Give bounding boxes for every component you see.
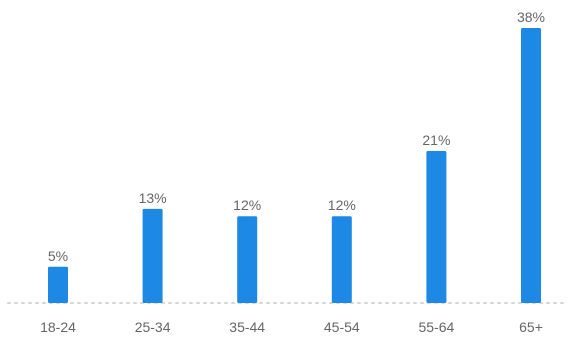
data-label-18-24: 5% bbox=[48, 248, 68, 264]
tick-label-25-34: 25-34 bbox=[135, 319, 171, 335]
x-axis-tick-labels: 18-24 25-34 35-44 45-54 55-64 65+ bbox=[40, 319, 543, 335]
bar-45-54 bbox=[331, 216, 352, 303]
bar-35-44 bbox=[237, 216, 258, 303]
data-labels: 5% 13% 12% 12% 21% 38% bbox=[48, 9, 545, 264]
data-label-65+: 38% bbox=[517, 9, 545, 25]
tick-label-65+: 65+ bbox=[519, 319, 543, 335]
data-label-45-54: 12% bbox=[328, 197, 356, 213]
tick-label-18-24: 18-24 bbox=[40, 319, 76, 335]
data-label-35-44: 12% bbox=[233, 197, 261, 213]
bar-18-24 bbox=[48, 266, 68, 303]
data-label-55-64: 21% bbox=[422, 132, 450, 148]
tick-label-55-64: 55-64 bbox=[418, 319, 454, 335]
bar-65+ bbox=[521, 28, 541, 303]
bar-55-64 bbox=[426, 151, 447, 303]
bar-25-34 bbox=[142, 208, 163, 303]
data-label-25-34: 13% bbox=[139, 190, 167, 206]
bar-series bbox=[48, 28, 541, 303]
tick-label-35-44: 35-44 bbox=[229, 319, 265, 335]
tick-label-45-54: 45-54 bbox=[324, 319, 360, 335]
